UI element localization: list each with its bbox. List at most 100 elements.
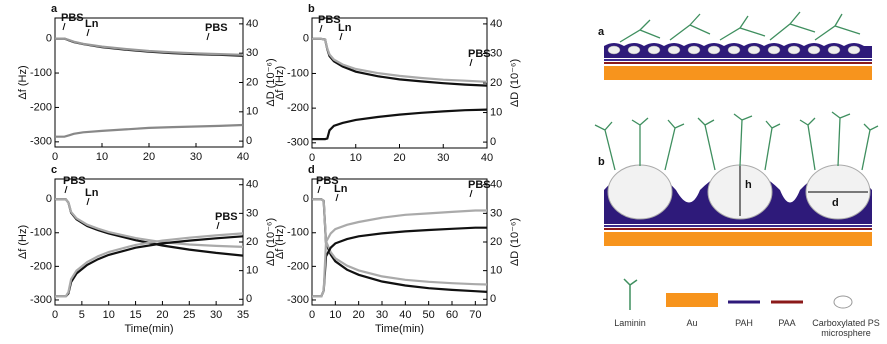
- panel-label: c: [51, 164, 57, 176]
- y-tick-label: 0: [46, 193, 52, 205]
- annotation: PBS: [318, 14, 341, 26]
- annotation-arrow: [335, 193, 339, 202]
- annotation: PBS: [468, 179, 491, 191]
- au-layer: [604, 66, 872, 80]
- y2-tick-label: 20: [246, 236, 258, 248]
- legend-label: PAA: [778, 318, 796, 328]
- annotation: Ln: [334, 183, 348, 195]
- y-tick-label: -100: [287, 67, 309, 79]
- y2-tick-label: 30: [246, 207, 258, 219]
- y-axis-label: Δf (Hz): [17, 65, 29, 99]
- annotation: Ln: [85, 18, 99, 30]
- y-tick-label: -200: [287, 102, 309, 114]
- x-axis-label: Time(min): [375, 323, 424, 335]
- annotation: PBS: [63, 175, 86, 187]
- x-tick-label: 30: [376, 309, 388, 321]
- y2-tick-label: 40: [490, 18, 502, 30]
- annotation-arrow: [317, 185, 321, 194]
- y-tick-label: 0: [46, 33, 52, 45]
- y2-tick-label: 30: [246, 47, 258, 59]
- laminin: [594, 111, 879, 171]
- x-tick-label: 10: [96, 151, 108, 163]
- legend-icons: [623, 278, 853, 310]
- x-tick-label: 20: [143, 151, 155, 163]
- data-line: [312, 226, 487, 298]
- annotation-arrow: [64, 185, 68, 194]
- y2-tick-label: 40: [246, 18, 258, 30]
- y2-tick-label: 10: [246, 265, 258, 277]
- y-axis-label: Δf (Hz): [274, 66, 286, 100]
- y-tick-label: -300: [30, 136, 52, 148]
- panel-label: d: [308, 164, 315, 176]
- annotation-arrow: [319, 24, 323, 33]
- data-line: [312, 108, 488, 141]
- x-tick-label: 70: [469, 309, 481, 321]
- data-line: [312, 198, 488, 286]
- plot-frame: [311, 17, 488, 149]
- x-tick-label: 20: [393, 152, 405, 164]
- x-tick-label: 0: [309, 152, 315, 164]
- y-tick-label: -200: [30, 260, 52, 272]
- panel-label: b: [308, 3, 315, 15]
- y2-tick-label: 10: [490, 106, 502, 118]
- data-line: [55, 123, 244, 138]
- y2-tick-label: 10: [490, 265, 502, 277]
- x-tick-label: 30: [210, 309, 222, 321]
- x-tick-label: 20: [156, 309, 168, 321]
- x-tick-label: 30: [190, 151, 202, 163]
- annotation: PBS: [205, 22, 228, 34]
- y-tick-label: 0: [303, 33, 309, 45]
- annotation: PBS: [468, 48, 491, 60]
- y-axis-label: Δf (Hz): [17, 225, 29, 259]
- y-tick-label: -100: [30, 67, 52, 79]
- y-tick-label: -200: [287, 260, 309, 272]
- y-tick-label: 0: [303, 193, 309, 205]
- annotation: PBS: [215, 211, 238, 223]
- dimension-label: h: [745, 179, 752, 191]
- x-tick-label: 20: [353, 309, 365, 321]
- y2-tick-label: 0: [246, 135, 252, 147]
- legend-label: Carboxylated PS microsphere: [812, 318, 880, 338]
- y2-tick-label: 20: [490, 77, 502, 89]
- x-tick-label: 10: [350, 152, 362, 164]
- y-tick-label: -300: [287, 294, 309, 306]
- x-tick-label: 40: [481, 152, 493, 164]
- y2-tick-label: 40: [246, 179, 258, 191]
- panel-label: b: [598, 156, 605, 168]
- y-axis-label: Δf (Hz): [274, 225, 286, 259]
- data-line: [312, 209, 487, 298]
- schematic-b: b h d: [594, 111, 879, 246]
- data-line: [55, 232, 244, 298]
- x-tick-label: 40: [237, 151, 249, 163]
- x-tick-label: 15: [129, 309, 141, 321]
- x-tick-label: 40: [399, 309, 411, 321]
- y-tick-label: -100: [287, 227, 309, 239]
- data-line: [55, 37, 244, 56]
- annotation: PBS: [316, 175, 339, 187]
- y2-tick-label: 20: [246, 76, 258, 88]
- y2-tick-label: 20: [490, 236, 502, 248]
- x-tick-label: 0: [309, 309, 315, 321]
- data-line: [312, 37, 488, 83]
- y2-axis-label: ΔD (10⁻⁶): [265, 218, 277, 266]
- panel-label: a: [598, 26, 605, 38]
- legend-label: PAH: [735, 318, 753, 328]
- y-tick-label: -300: [30, 294, 52, 306]
- dimension-label: d: [832, 197, 839, 209]
- laminin: [619, 11, 861, 43]
- x-tick-label: 0: [52, 151, 58, 163]
- x-tick-label: 10: [329, 309, 341, 321]
- annotation: PBS: [61, 12, 84, 24]
- annotation: Ln: [338, 22, 352, 34]
- annotation-arrow: [206, 32, 210, 41]
- x-tick-label: 25: [183, 309, 195, 321]
- au-icon: [666, 293, 718, 307]
- au-layer: [604, 232, 872, 246]
- microsphere-icon: [833, 295, 853, 309]
- x-tick-label: 30: [437, 152, 449, 164]
- x-tick-label: 50: [423, 309, 435, 321]
- x-tick-label: 0: [52, 309, 58, 321]
- annotation-arrow: [86, 28, 90, 37]
- data-line: [55, 198, 244, 248]
